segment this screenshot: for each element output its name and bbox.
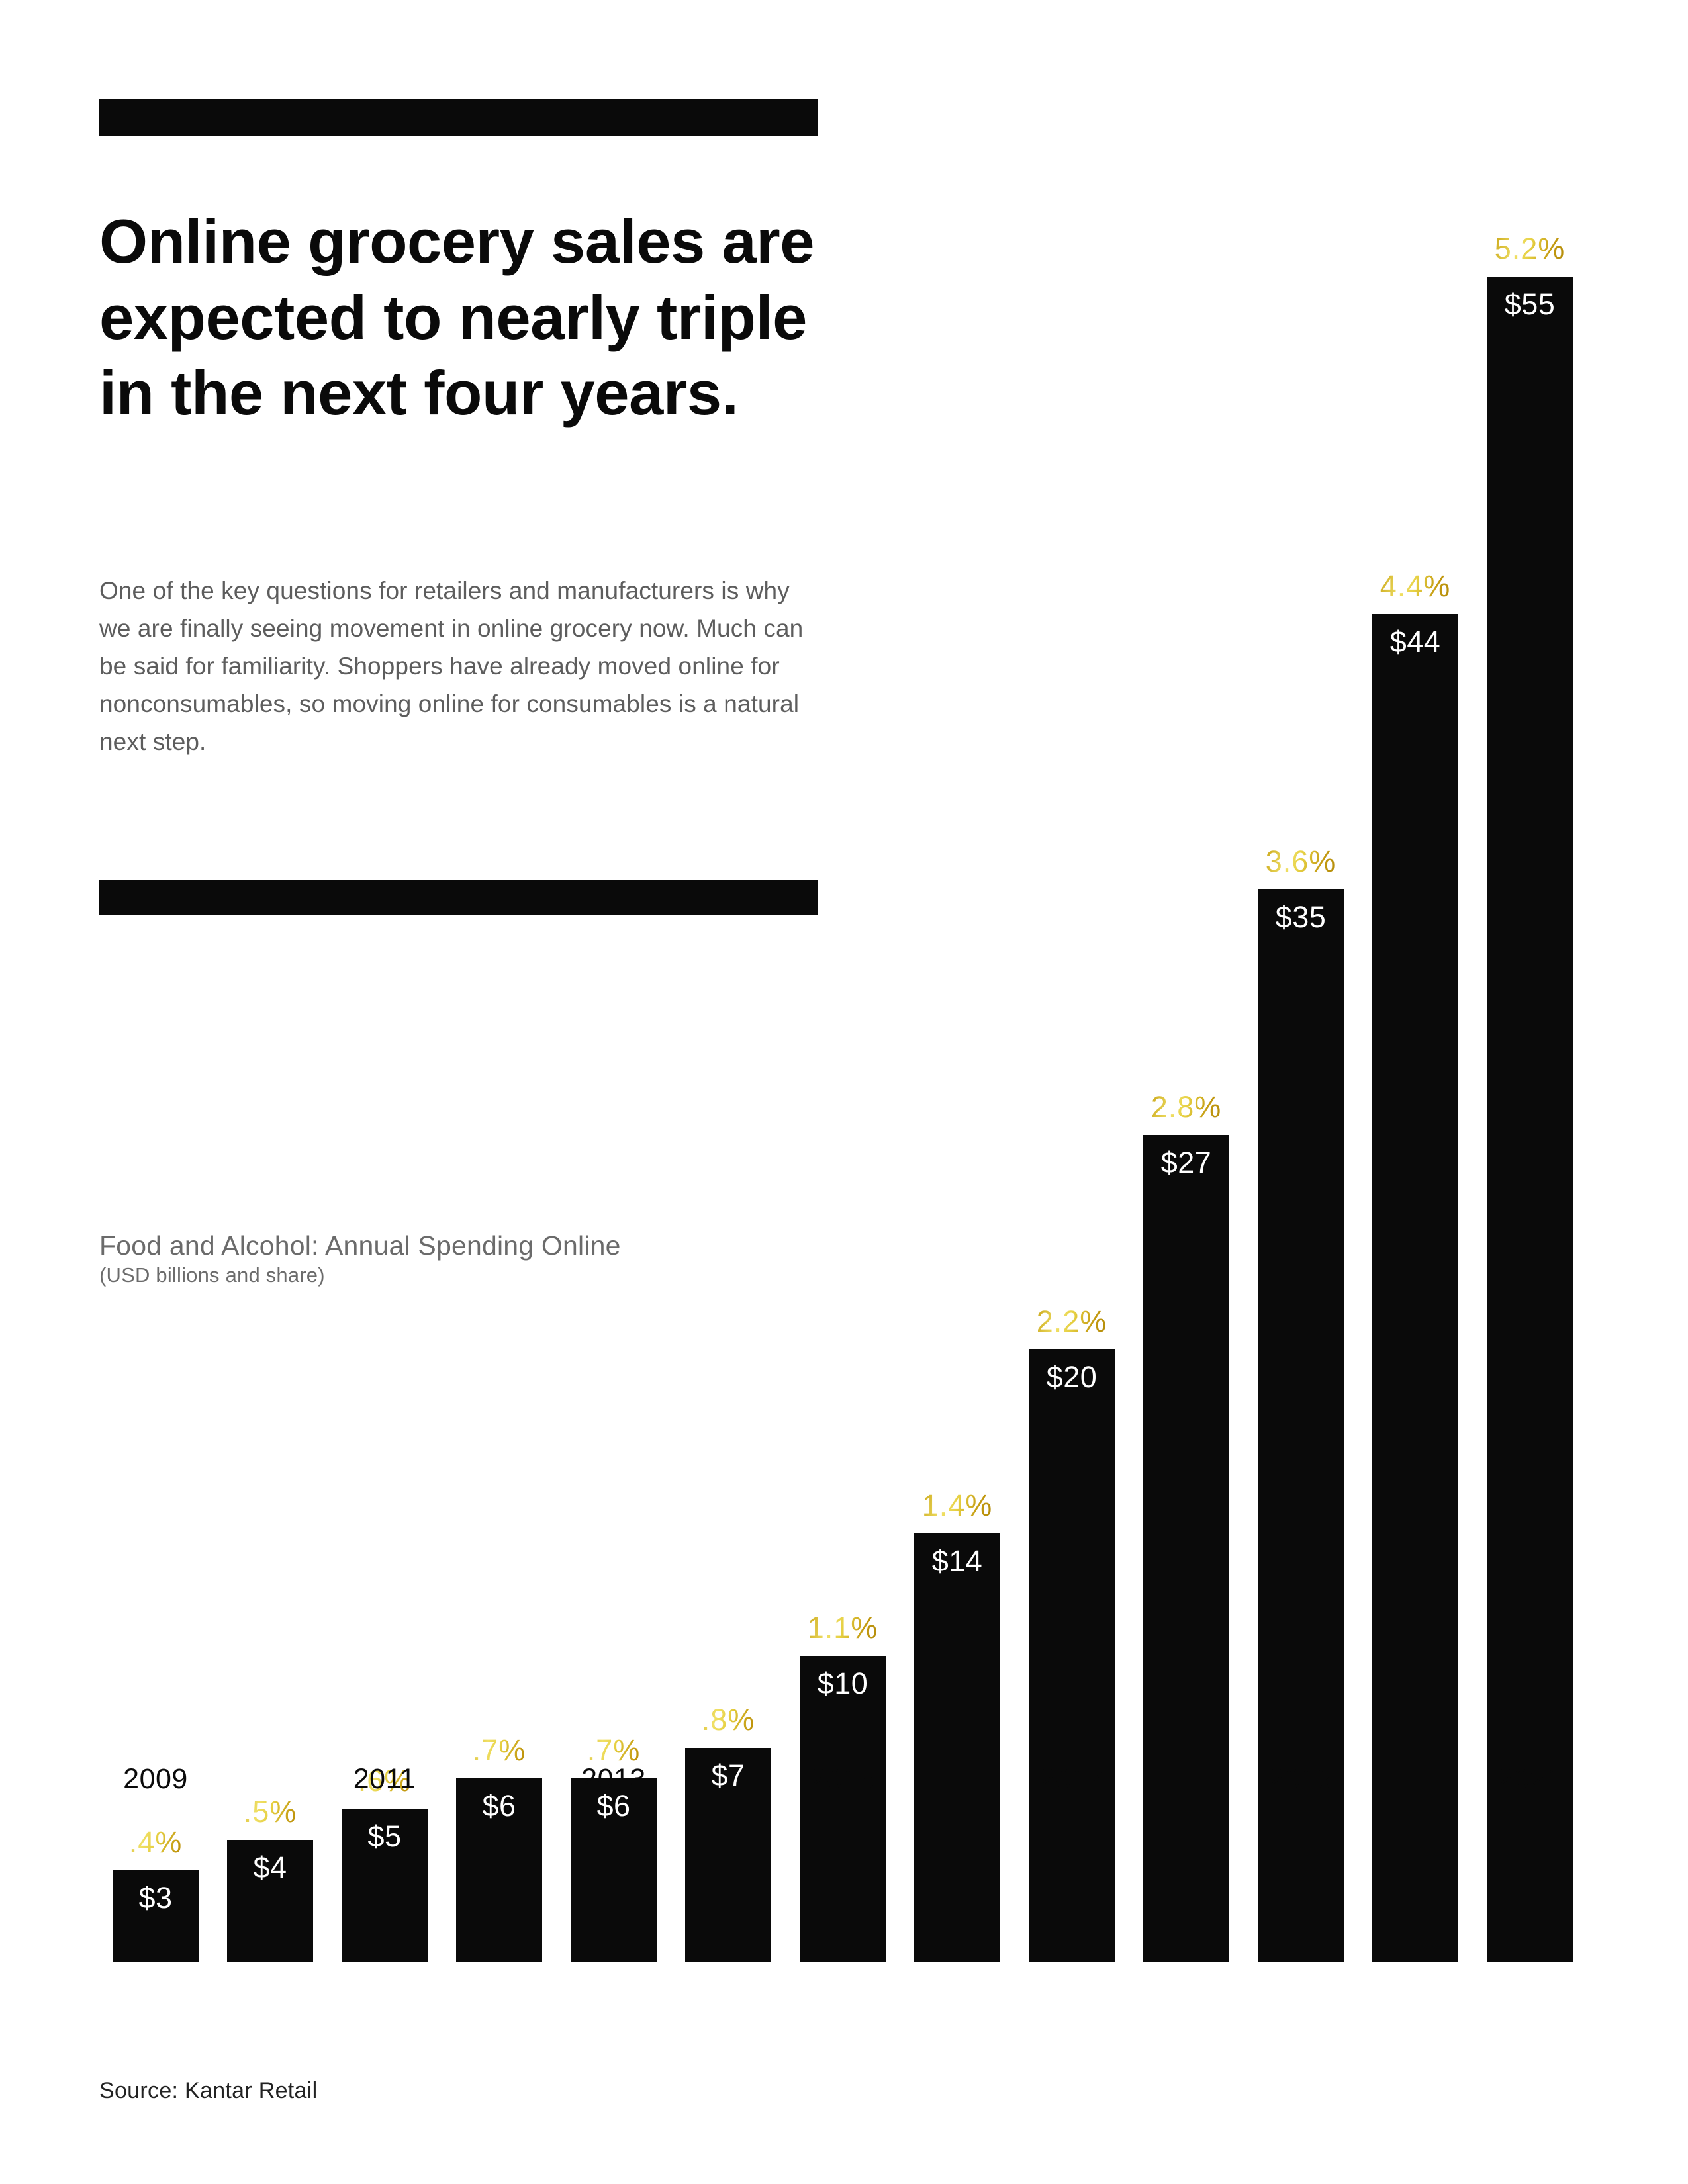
bar-value-label: $55 bbox=[1504, 287, 1556, 321]
chart-bar[interactable] bbox=[571, 1778, 657, 1962]
bar-value-label: $6 bbox=[482, 1789, 516, 1823]
bottom-divider-rule bbox=[99, 880, 818, 915]
bar-value-label: $7 bbox=[711, 1758, 745, 1792]
bar-share-label: 2.8% bbox=[1133, 1090, 1240, 1124]
bar-value-label: $35 bbox=[1275, 900, 1327, 934]
bar-share-label: .5% bbox=[216, 1795, 324, 1829]
chart-bar[interactable] bbox=[685, 1748, 771, 1962]
bar-value-label: $3 bbox=[138, 1881, 173, 1915]
bar-value-label: $5 bbox=[367, 1819, 402, 1853]
axis-year-label: 2019 bbox=[1268, 1763, 1333, 1795]
axis-year-label: 2011 bbox=[353, 1763, 416, 1795]
bar-value-label: $27 bbox=[1160, 1146, 1212, 1179]
bar-value-label: $44 bbox=[1389, 625, 1441, 659]
chart-bar[interactable] bbox=[1372, 614, 1458, 1962]
intro-paragraph: One of the key questions for retailers a… bbox=[99, 577, 804, 755]
bar-share-label: 3.6% bbox=[1247, 844, 1354, 879]
axis-year-label: 2017 bbox=[1039, 1763, 1104, 1795]
bar-share-label: 1.1% bbox=[789, 1611, 896, 1645]
source-note: Source: Kantar Retail bbox=[99, 2078, 318, 2103]
bar-share-label: 2.2% bbox=[1018, 1304, 1125, 1339]
bar-share-label: 1.4% bbox=[904, 1488, 1011, 1523]
chart-bar[interactable] bbox=[1258, 889, 1344, 1962]
chart-bar[interactable] bbox=[1143, 1135, 1229, 1962]
bar-share-label: .6% bbox=[331, 1764, 438, 1798]
chart-subtitle: (USD billions and share) bbox=[99, 1263, 325, 1287]
axis-year-label: 2009 bbox=[123, 1763, 188, 1795]
bar-value-label: $10 bbox=[817, 1666, 868, 1700]
chart-bar[interactable] bbox=[1029, 1349, 1115, 1962]
chart-bar[interactable] bbox=[456, 1778, 542, 1962]
chart-caption: Food and Alcohol: Annual Spending Online… bbox=[99, 1230, 894, 1289]
chart-bar[interactable] bbox=[914, 1533, 1000, 1962]
bar-value-label: $6 bbox=[596, 1789, 631, 1823]
bar-value-label: $20 bbox=[1046, 1360, 1098, 1394]
bar-share-label: .8% bbox=[675, 1703, 782, 1737]
bar-value-label: $14 bbox=[931, 1544, 983, 1578]
page-headline: Online grocery sales are expected to nea… bbox=[99, 206, 815, 428]
bar-share-label: .4% bbox=[102, 1825, 209, 1860]
bar-share-label: 4.4% bbox=[1362, 569, 1469, 604]
bar-share-label: 5.2% bbox=[1476, 232, 1583, 266]
top-divider-rule bbox=[99, 99, 818, 136]
chart-bar[interactable] bbox=[342, 1809, 428, 1962]
axis-year-label: 2021 bbox=[1497, 1763, 1562, 1795]
chart-bar[interactable] bbox=[1487, 277, 1573, 1962]
chart-bar[interactable] bbox=[113, 1870, 199, 1962]
axis-year-label: 2015 bbox=[810, 1763, 875, 1795]
bar-share-label: .7% bbox=[560, 1733, 667, 1768]
chart-bar[interactable] bbox=[800, 1656, 886, 1962]
bar-value-label: $4 bbox=[253, 1850, 287, 1884]
bar-share-label: .7% bbox=[445, 1733, 553, 1768]
chart-title: Food and Alcohol: Annual Spending Online bbox=[99, 1230, 621, 1261]
axis-year-label: 2013 bbox=[581, 1763, 646, 1795]
chart-bar[interactable] bbox=[227, 1840, 313, 1962]
